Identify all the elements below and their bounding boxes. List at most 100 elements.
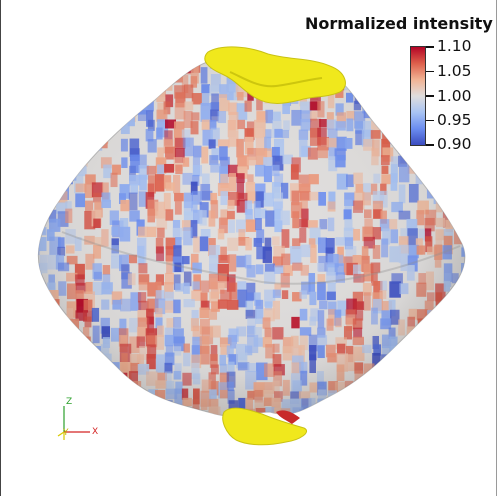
intensity-patch: [56, 120, 65, 135]
intensity-patch: [119, 110, 128, 120]
intensity-patch: [406, 335, 417, 352]
intensity-patch: [172, 407, 183, 417]
intensity-patch: [93, 58, 102, 75]
intensity-patch: [40, 147, 49, 164]
intensity-patch: [462, 309, 465, 327]
intensity-patch: [426, 364, 437, 381]
intensity-patch: [64, 155, 73, 173]
intensity-patch: [128, 92, 138, 109]
intensity-patch: [74, 83, 83, 99]
intensity-patch: [434, 355, 444, 366]
intensity-patch: [382, 363, 394, 377]
intensity-patch: [191, 418, 201, 433]
intensity-patch: [38, 102, 39, 115]
intensity-patch: [452, 182, 464, 192]
intensity-patch: [84, 361, 93, 371]
intensity-patch: [461, 175, 465, 194]
intensity-patch: [472, 389, 483, 398]
intensity-patch: [40, 325, 49, 344]
intensity-patch: [76, 102, 87, 115]
intensity-patch: [65, 352, 76, 369]
intensity-patch: [38, 84, 43, 101]
intensity-patch: [326, 407, 337, 417]
intensity-patch: [408, 417, 418, 427]
intensity-patch: [38, 67, 40, 80]
intensity-patch: [444, 355, 455, 370]
intensity-patch: [328, 426, 337, 436]
intensity-patch: [38, 337, 41, 346]
intensity-patch: [38, 335, 49, 345]
intensity-patch: [46, 183, 58, 202]
intensity-patch: [58, 164, 67, 174]
intensity-patch: [38, 352, 41, 368]
intensity-patch: [400, 400, 408, 414]
intensity-patch: [93, 75, 105, 91]
intensity-patch: [380, 388, 388, 408]
intensity-patch: [472, 220, 481, 236]
intensity-patch: [425, 166, 433, 182]
intensity-patch: [308, 408, 320, 417]
intensity-patch: [399, 418, 410, 430]
intensity-patch: [38, 172, 49, 192]
intensity-patch: [39, 363, 48, 375]
intensity-patch: [453, 417, 459, 426]
intensity-patch: [175, 417, 184, 434]
tick-mark: [426, 70, 434, 72]
intensity-patch: [389, 391, 401, 403]
intensity-patch: [146, 85, 157, 99]
intensity-patch: [400, 354, 407, 372]
intensity-patch: [471, 292, 479, 302]
intensity-patch: [119, 64, 132, 79]
intensity-patch: [416, 326, 424, 340]
intensity-patch: [38, 282, 46, 295]
intensity-patch: [416, 388, 424, 399]
intensity-patch: [30, 308, 37, 326]
intensity-patch: [101, 380, 114, 392]
intensity-patch: [373, 418, 380, 435]
intensity-patch: [55, 130, 67, 147]
intensity-patch: [445, 390, 455, 405]
intensity-patch: [56, 336, 63, 345]
intensity-patch: [156, 407, 168, 417]
tick-label: 1.05: [437, 62, 472, 80]
intensity-patch: [462, 372, 465, 389]
intensity-patch: [415, 336, 423, 345]
intensity-patch: [461, 417, 472, 436]
intensity-patch: [343, 398, 353, 417]
intensity-patch: [118, 93, 129, 105]
intensity-patch: [85, 137, 97, 148]
intensity-patch: [38, 163, 41, 175]
intensity-patch: [390, 364, 400, 383]
intensity-patch: [381, 398, 390, 416]
intensity-patch: [128, 425, 135, 438]
intensity-patch: [38, 145, 43, 156]
intensity-patch: [336, 409, 345, 417]
intensity-patch: [461, 191, 465, 200]
intensity-patch: [444, 156, 453, 171]
intensity-patch: [371, 388, 381, 398]
intensity-patch: [39, 75, 49, 95]
intensity-patch: [38, 155, 48, 172]
intensity-patch: [38, 344, 40, 359]
intensity-patch: [463, 344, 465, 357]
intensity-patch: [444, 416, 452, 431]
intensity-patch: [372, 372, 383, 391]
intensity-patch: [461, 301, 465, 315]
left-border: [0, 0, 1, 496]
intensity-patch: [84, 75, 94, 94]
intensity-patch: [56, 173, 64, 185]
intensity-patch: [92, 354, 105, 372]
intensity-patch: [38, 73, 43, 85]
intensity-patch: [38, 363, 41, 378]
intensity-patch: [56, 58, 69, 67]
intensity-patch: [93, 83, 106, 102]
tick-mark: [426, 46, 434, 48]
intensity-patch: [30, 191, 37, 205]
intensity-patch: [451, 326, 461, 345]
intensity-patch: [128, 84, 138, 100]
intensity-patch: [94, 380, 103, 397]
intensity-patch: [65, 64, 77, 76]
intensity-patch: [462, 379, 465, 395]
